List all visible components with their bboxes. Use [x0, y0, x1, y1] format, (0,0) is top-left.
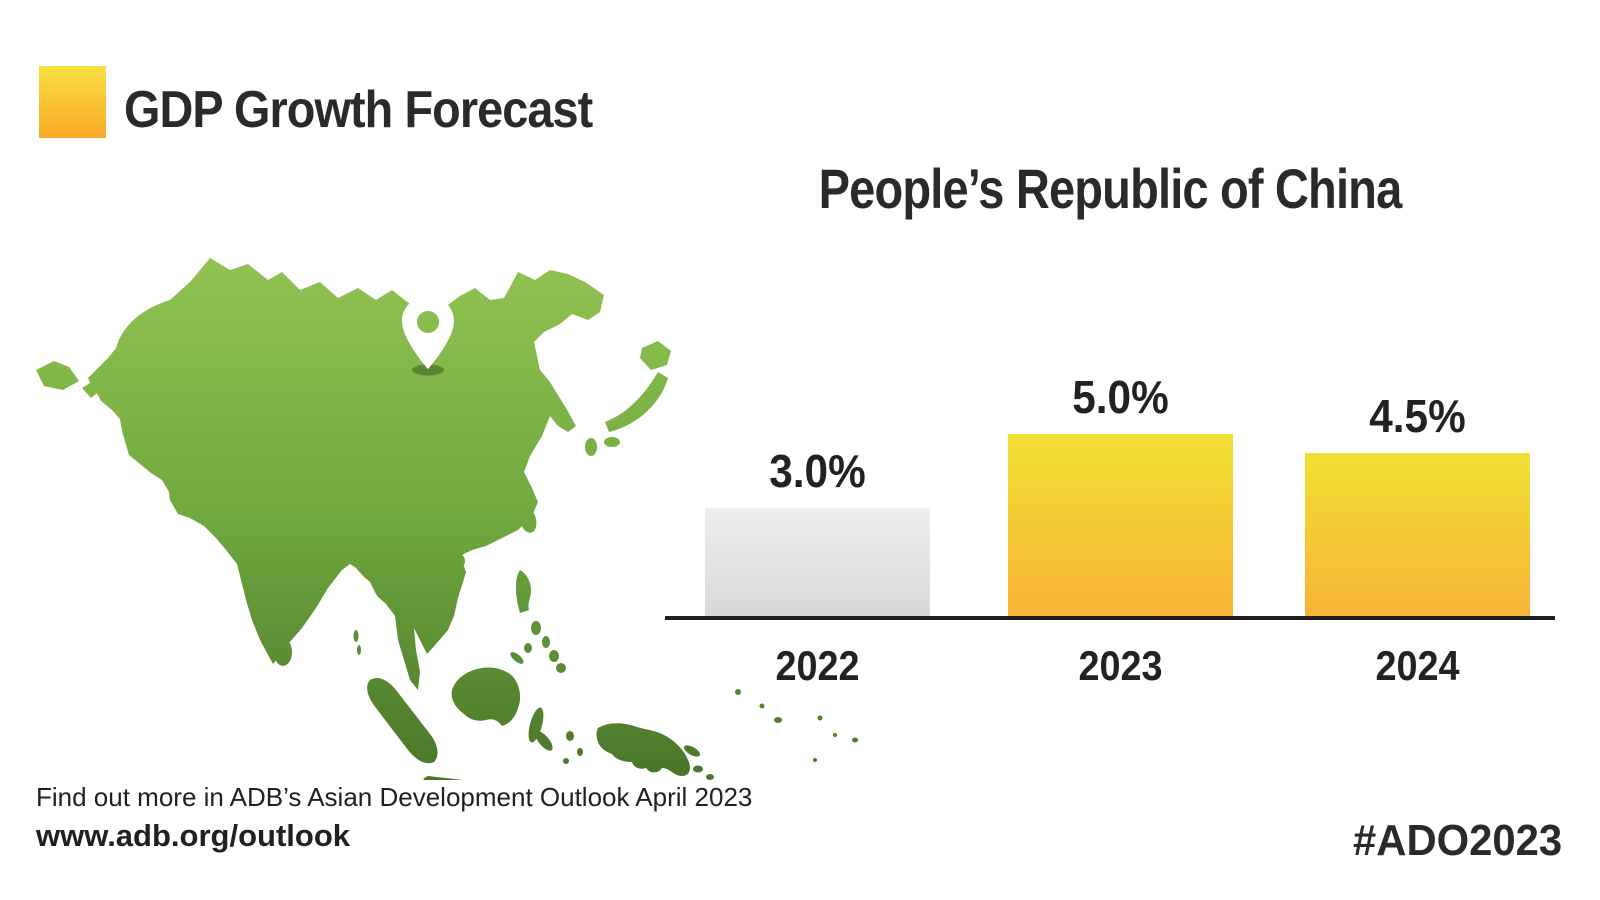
- asia-pacific-map: [20, 220, 900, 802]
- bar-group-2024: 4.5% 2024: [1305, 390, 1530, 689]
- asia-map-graphic: [36, 258, 858, 802]
- bar-2023: [1008, 434, 1233, 620]
- landmass-group: [36, 258, 858, 802]
- outlook-url-link[interactable]: www.adb.org/outlook: [36, 818, 350, 853]
- location-pin-icon: [402, 296, 454, 376]
- x-tick-2022: 2022: [775, 642, 860, 689]
- bar-2022: [705, 508, 930, 620]
- bar-2024: [1305, 453, 1530, 620]
- x-tick-2023: 2023: [1078, 642, 1163, 689]
- bar-value-label-2024: 4.5%: [1369, 390, 1466, 442]
- bar-chart: 3.0% 2022 5.0% 2023 4.5% 2024: [665, 371, 1555, 689]
- bar-value-label-2023: 5.0%: [1072, 371, 1169, 423]
- footer-note: Find out more in ADB’s Asian Development…: [36, 782, 753, 812]
- bar-group-2022: 3.0% 2022: [705, 400, 930, 689]
- chart-title: People’s Republic of China: [818, 157, 1403, 220]
- gdp-swatch-icon: [39, 66, 106, 138]
- x-tick-2024: 2024: [1375, 642, 1460, 689]
- bar-value-label-2022: 3.0%: [769, 445, 866, 497]
- hashtag-label: #ADO2023: [1352, 816, 1562, 865]
- page-title: GDP Growth Forecast: [124, 81, 593, 139]
- x-axis-line: [665, 616, 1555, 620]
- bar-group-2023: 5.0% 2023: [1008, 371, 1233, 689]
